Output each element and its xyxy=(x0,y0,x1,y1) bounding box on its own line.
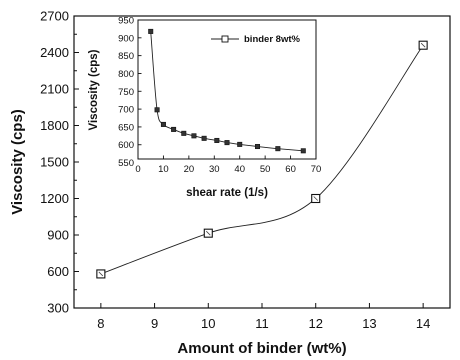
inset-data-point xyxy=(237,141,243,147)
inset-y-tick-label: 800 xyxy=(118,69,134,80)
inset-data-point xyxy=(181,130,187,136)
inset-x-tick-label: 50 xyxy=(260,164,271,175)
main-y-tick-label: 900 xyxy=(47,228,69,243)
inset-markers xyxy=(148,28,306,154)
inset-x-tick-label: 10 xyxy=(158,164,169,175)
inset-x-tick-label: 40 xyxy=(234,164,245,175)
main-x-tick-label: 12 xyxy=(308,316,322,331)
inset-data-point xyxy=(148,28,154,34)
main-data-point-hatch xyxy=(206,230,211,236)
main-y-tick-label: 1200 xyxy=(40,191,69,206)
inset-data-point xyxy=(160,121,166,127)
inset-data-point xyxy=(224,140,230,146)
legend-marker xyxy=(221,35,229,43)
main-series-line xyxy=(100,44,424,275)
inset-data-point xyxy=(255,144,261,150)
main-markers xyxy=(96,40,428,279)
main-y-tick-label: 1500 xyxy=(40,155,69,170)
legend-entry: binder 8wt% xyxy=(244,34,301,45)
main-data-point-hatch xyxy=(98,271,104,277)
inset-x-tick-label: 20 xyxy=(184,164,195,175)
inset-x-tick-label: 70 xyxy=(311,164,322,175)
main-x-tick-label: 14 xyxy=(416,316,430,331)
inset-x-tick-label: 30 xyxy=(209,164,220,175)
main-y-tick-label: 1800 xyxy=(40,118,69,133)
inset-y-tick-label: 550 xyxy=(118,158,134,169)
main-x-axis-label: Amount of binder (wt%) xyxy=(177,340,346,357)
main-y-axis-label: Viscosity (cps) xyxy=(9,109,26,215)
inset-y-tick-label: 850 xyxy=(118,51,134,62)
inset-data-point xyxy=(300,148,306,154)
main-data-point-hatch xyxy=(313,196,318,201)
main-x-tick-label: 11 xyxy=(255,316,269,331)
inset-x-axis-label: shear rate (1/s) xyxy=(186,187,268,199)
inset-data-point xyxy=(154,107,160,113)
main-x-tick-label: 9 xyxy=(151,316,158,331)
main-y-tick-label: 2400 xyxy=(40,45,69,60)
inset-data-point xyxy=(171,126,177,132)
inset-data-point xyxy=(214,137,220,143)
main-data-point-hatch xyxy=(420,42,426,48)
inset-x-tick-label: 0 xyxy=(135,164,140,175)
main-y-tick-label: 600 xyxy=(47,264,69,279)
inset-data-point xyxy=(201,135,207,141)
inset-ticks xyxy=(137,19,317,159)
main-x-tick-label: 8 xyxy=(97,316,104,331)
inset-y-tick-label: 950 xyxy=(118,16,134,27)
inset-y-tick-label: 600 xyxy=(118,140,134,151)
main-y-tick-label: 2100 xyxy=(40,82,69,97)
inset-y-tick-label: 650 xyxy=(118,122,134,133)
main-y-tick-label: 2700 xyxy=(40,9,69,24)
inset-y-tick-label: 750 xyxy=(118,87,134,98)
inset-y-tick-label: 900 xyxy=(118,33,134,44)
inset-legend: binder 8wt% xyxy=(211,34,301,45)
inset-data-point xyxy=(191,133,197,139)
inset-plot-frame xyxy=(137,19,317,160)
main-tick-labels: 8 9 10 11 12 13 143006009001200150018002100240… xyxy=(40,9,430,332)
inset-x-tick-label: 60 xyxy=(285,164,296,175)
main-y-tick-label: 300 xyxy=(47,301,69,316)
inset-tick-labels: 0 10 20 30 40 50 60 70 550 600 650 700 750 800 850 900 9… xyxy=(118,16,321,176)
main-x-tick-label: 10 xyxy=(201,316,215,331)
main-x-tick-label: 13 xyxy=(362,316,376,331)
inset-y-axis-label: Viscosity (cps) xyxy=(88,49,100,130)
inset-data-point xyxy=(275,146,281,152)
main-ticks xyxy=(74,15,424,309)
inset-y-tick-label: 700 xyxy=(118,105,134,116)
